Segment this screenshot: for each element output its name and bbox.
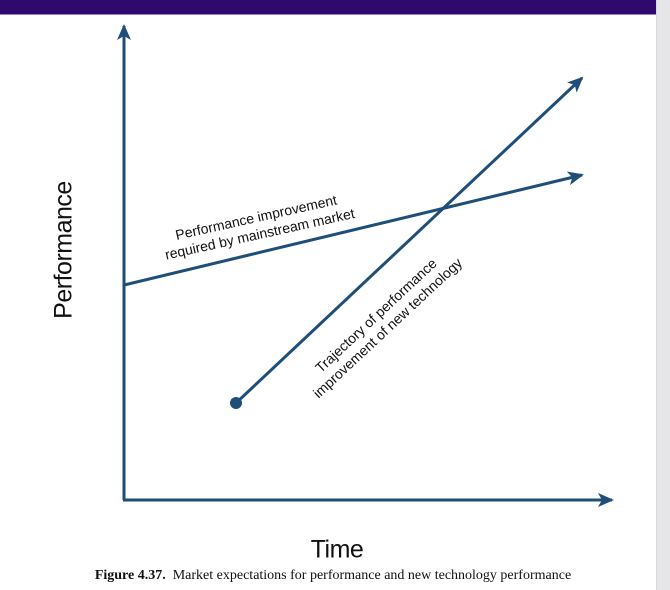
diagram [117,24,614,507]
market-requirement-line [123,171,584,287]
caption-text: Market expectations for performance and … [172,568,572,583]
top-bar [0,0,656,15]
technology-start-point [230,397,242,409]
technology-trajectory-line [234,76,584,405]
x-axis-label: Time [310,535,364,564]
figure-caption: Figure 4.37. Market expectations for per… [95,568,571,584]
caption-number: Figure 4.37. [94,568,166,583]
y-axis-label: Performance [49,181,78,319]
scrollbar[interactable] [656,0,670,590]
